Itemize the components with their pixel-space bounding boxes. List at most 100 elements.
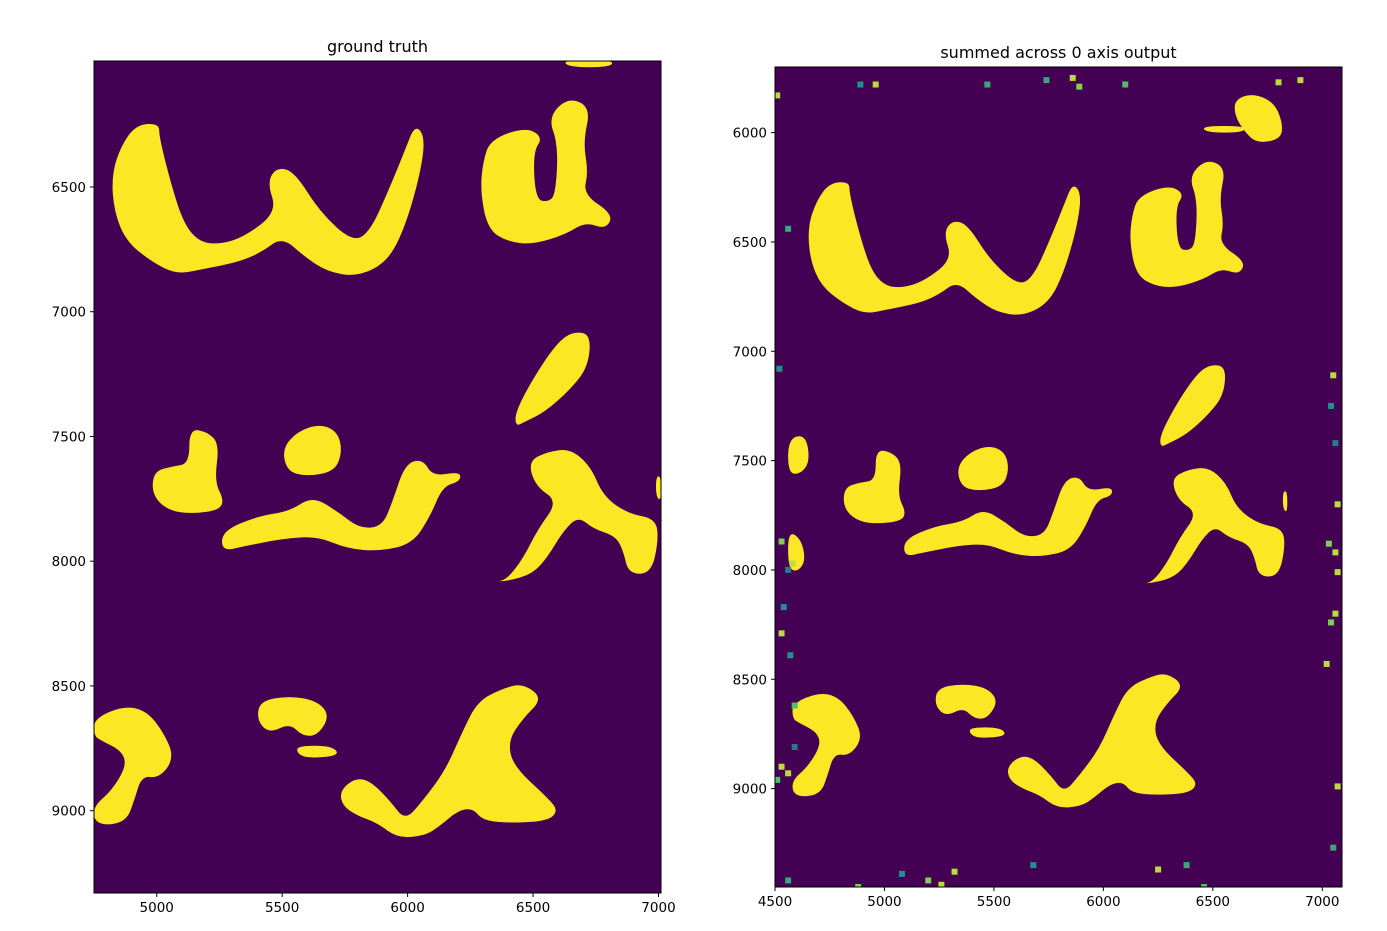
y-tick-label: 6500 <box>733 235 767 251</box>
speckle <box>938 881 945 887</box>
speckle <box>1275 79 1282 86</box>
summed-output-axes: 4500 5000 5500 6000 6500 7000 6000 6500 7000 7500… <box>733 126 1340 910</box>
ground-truth-frame <box>93 60 662 894</box>
speckle <box>778 763 785 770</box>
x-tick-label: 5500 <box>265 900 299 916</box>
ground-truth-regions <box>94 61 661 838</box>
speckle <box>791 702 798 709</box>
x-tick-label: 7000 <box>641 900 675 916</box>
speckle <box>1069 74 1076 81</box>
y-tick-label: 7000 <box>733 344 767 360</box>
speckle <box>1201 884 1208 887</box>
speckle <box>1332 440 1339 447</box>
speckle <box>1325 540 1332 547</box>
speckle <box>855 884 862 887</box>
region-lambda <box>1141 468 1285 584</box>
speckle <box>778 538 785 545</box>
ground-truth-title: ground truth <box>327 37 428 56</box>
speckle <box>1323 660 1330 667</box>
speckle <box>1030 862 1037 869</box>
speckle <box>898 870 905 877</box>
region-wave <box>904 477 1113 556</box>
speckle <box>775 776 781 783</box>
speckle <box>789 560 796 567</box>
speckle <box>785 877 792 884</box>
x-tick-label: 5000 <box>867 894 901 910</box>
speckle <box>787 652 794 659</box>
ground-truth-axes: 5000 5500 6000 6500 7000 6500 7000 7500 8000 8500… <box>52 180 676 916</box>
speckle <box>1183 862 1190 869</box>
speckle <box>925 877 932 884</box>
region-delta <box>1007 674 1196 808</box>
y-tick-label: 7500 <box>733 454 767 470</box>
speckle <box>1043 77 1050 84</box>
region-a <box>1130 161 1244 288</box>
y-tick-label: 8000 <box>733 563 767 579</box>
region-hook <box>1160 365 1226 446</box>
speckle <box>780 604 787 611</box>
speckle <box>1334 569 1341 576</box>
summed-output-title: summed across 0 axis output <box>940 43 1176 62</box>
region-lambda <box>494 450 658 582</box>
speckle <box>776 365 783 372</box>
speckle <box>1330 372 1337 379</box>
region-bar-bottom <box>969 727 1005 738</box>
y-tick-label: 7000 <box>52 305 86 321</box>
speckle <box>984 81 991 88</box>
speckle <box>1330 844 1337 851</box>
region-delta <box>340 685 556 838</box>
region-left-hook <box>792 693 860 797</box>
region-wave <box>222 460 461 551</box>
speckle <box>785 566 792 573</box>
region-a <box>481 100 611 244</box>
region-upper-accent <box>1203 126 1245 133</box>
region-dot <box>284 425 341 476</box>
region-right-edge <box>656 476 661 500</box>
y-tick-label: 8500 <box>52 679 86 695</box>
speckle <box>791 744 798 751</box>
x-tick-label: 6000 <box>390 900 424 916</box>
region-bar-top <box>258 697 327 736</box>
region-W <box>112 123 424 275</box>
x-tick-label: 5500 <box>977 894 1011 910</box>
x-tick-label: 5000 <box>140 900 174 916</box>
summed-output-regions <box>775 74 1341 887</box>
region-dot <box>958 446 1008 491</box>
speckle <box>857 81 864 88</box>
summed-output-panel: summed across 0 axis output 4500 5000 5500… <box>733 43 1343 910</box>
speckle <box>1328 402 1335 409</box>
summed-output-background <box>775 67 1342 887</box>
x-tick-label: 4500 <box>758 894 792 910</box>
region-right-edge <box>1282 491 1288 512</box>
speckle <box>951 868 958 875</box>
y-tick-label: 6500 <box>52 180 86 196</box>
speckle <box>1155 866 1162 873</box>
speckle <box>1334 501 1341 508</box>
y-tick-label: 8500 <box>733 672 767 688</box>
summed-output-frame <box>774 66 1343 888</box>
speckle <box>872 81 879 88</box>
speckle <box>1334 783 1341 790</box>
x-tick-label: 6500 <box>516 900 550 916</box>
ground-truth-panel: ground truth 5000 5500 6000 6500 7000 6500 700… <box>52 37 676 916</box>
x-tick-label: 6500 <box>1196 894 1230 910</box>
region-left-dash <box>843 450 905 524</box>
y-tick-label: 6000 <box>733 126 767 142</box>
y-tick-label: 7500 <box>52 429 86 445</box>
region-bar-top <box>935 684 996 719</box>
speckle <box>785 225 792 232</box>
region-bar-bottom <box>297 745 337 758</box>
region-W <box>808 182 1081 315</box>
region-top-right-blob <box>1234 95 1283 142</box>
region-left-hook <box>94 707 172 825</box>
region-hook <box>515 332 590 425</box>
speckle <box>1332 610 1339 617</box>
speckle <box>775 92 781 99</box>
x-tick-label: 7000 <box>1305 894 1339 910</box>
speckle <box>1328 619 1335 626</box>
region-upper-accent <box>565 61 613 68</box>
y-tick-label: 9000 <box>733 782 767 798</box>
region-left-dash <box>152 430 223 513</box>
y-tick-label: 9000 <box>52 804 86 820</box>
